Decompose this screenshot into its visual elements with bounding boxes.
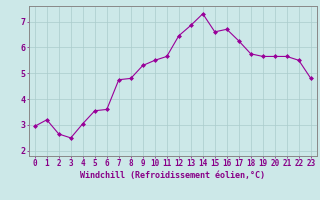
- X-axis label: Windchill (Refroidissement éolien,°C): Windchill (Refroidissement éolien,°C): [80, 171, 265, 180]
